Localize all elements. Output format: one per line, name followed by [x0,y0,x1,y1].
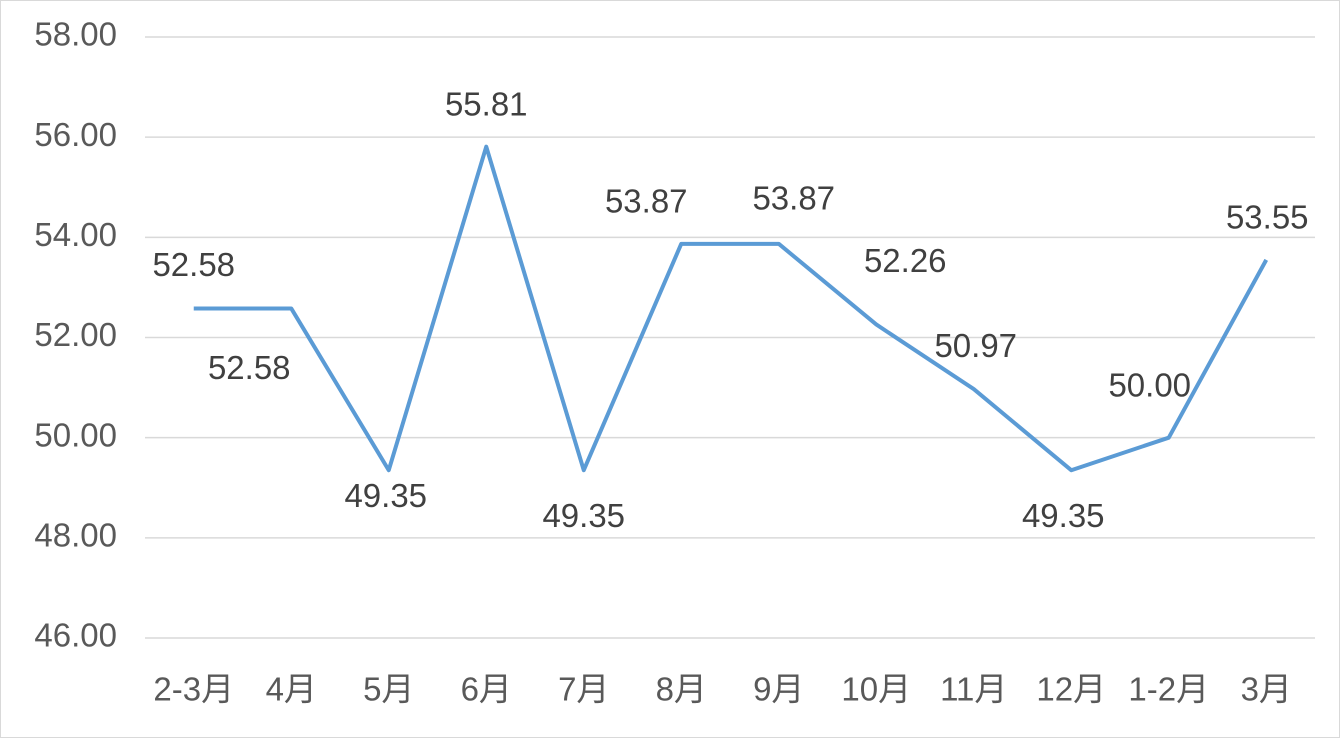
data-label: 53.87 [605,183,688,220]
line [193,144,1269,473]
data-label: 49.35 [1022,497,1105,534]
y-tick-label: 54.00 [34,216,117,253]
y-tick-label: 50.00 [34,416,117,453]
data-label: 52.26 [864,242,947,279]
data-label: 53.87 [752,180,835,217]
x-tick-label: 8月 [656,671,707,708]
y-tick-label: 46.00 [34,617,117,654]
data-label: 50.00 [1108,366,1191,403]
x-tick-label: 1-2月 [1128,671,1209,708]
data-label: 52.58 [152,246,235,283]
data-label: 49.35 [542,497,625,534]
y-tick-label: 56.00 [34,116,117,153]
data-label: 50.97 [934,327,1017,364]
x-tick-label: 3月 [1241,671,1292,708]
x-tick-label: 2-3月 [153,671,234,708]
x-tick-label: 10月 [841,671,911,708]
x-tick-label: 6月 [461,671,512,708]
x-tick-label: 9月 [753,671,804,708]
y-tick-label: 52.00 [34,316,117,353]
x-tick-label: 4月 [266,671,317,708]
data-label: 53.55 [1226,199,1309,236]
data-label: 52.58 [208,349,291,386]
x-tick-label: 7月 [558,671,609,708]
y-tick-label: 48.00 [34,517,117,554]
x-tick-label: 12月 [1036,671,1106,708]
x-tick-label: 5月 [363,671,414,708]
data-label: 55.81 [445,85,528,122]
y-tick-label: 58.00 [34,16,117,53]
x-tick-label: 11月 [940,671,1007,708]
data-label: 49.35 [344,477,427,514]
